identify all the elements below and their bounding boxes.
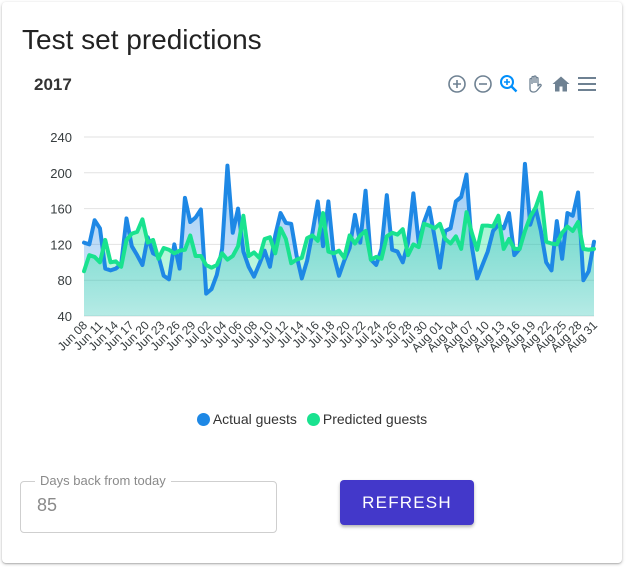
chart-title: 2017 bbox=[34, 75, 72, 94]
y-tick-label: 200 bbox=[50, 166, 72, 181]
y-tick-label: 80 bbox=[58, 273, 72, 288]
days-back-input[interactable] bbox=[35, 494, 259, 517]
series-line-actual bbox=[82, 161, 596, 296]
zoom-out-icon[interactable] bbox=[472, 73, 494, 95]
chart-toolbar bbox=[446, 73, 598, 95]
chart-container: 2017 bbox=[2, 62, 622, 452]
menu-icon[interactable] bbox=[576, 73, 598, 95]
legend-marker-predicted bbox=[306, 412, 320, 426]
legend-label-predicted: Predicted guests bbox=[322, 411, 428, 427]
y-tick-label: 120 bbox=[50, 237, 72, 252]
legend-marker-actual bbox=[196, 412, 210, 426]
pan-hand-icon[interactable] bbox=[524, 73, 546, 95]
legend-item-predicted[interactable]: Predicted guests bbox=[306, 411, 428, 427]
days-back-field: Days back from today bbox=[20, 473, 277, 533]
legend-label-actual: Actual guests bbox=[212, 411, 297, 427]
legend-item-actual[interactable]: Actual guests bbox=[196, 411, 297, 427]
zoom-in-icon[interactable] bbox=[446, 73, 468, 95]
card-title: Test set predictions bbox=[22, 24, 262, 55]
predictions-card: Test set predictions 2017 bbox=[2, 2, 622, 563]
y-tick-label: 160 bbox=[50, 202, 72, 217]
home-reset-icon[interactable] bbox=[550, 73, 572, 95]
refresh-button[interactable]: REFRESH bbox=[340, 480, 474, 525]
chart-legend: Actual guests Predicted guests bbox=[2, 411, 622, 427]
y-tick-label: 240 bbox=[50, 130, 72, 145]
y-tick-label: 40 bbox=[58, 309, 72, 324]
series-line-predicted bbox=[82, 190, 596, 274]
zoom-selection-icon[interactable] bbox=[498, 73, 520, 95]
days-back-label: Days back from today bbox=[35, 473, 171, 488]
